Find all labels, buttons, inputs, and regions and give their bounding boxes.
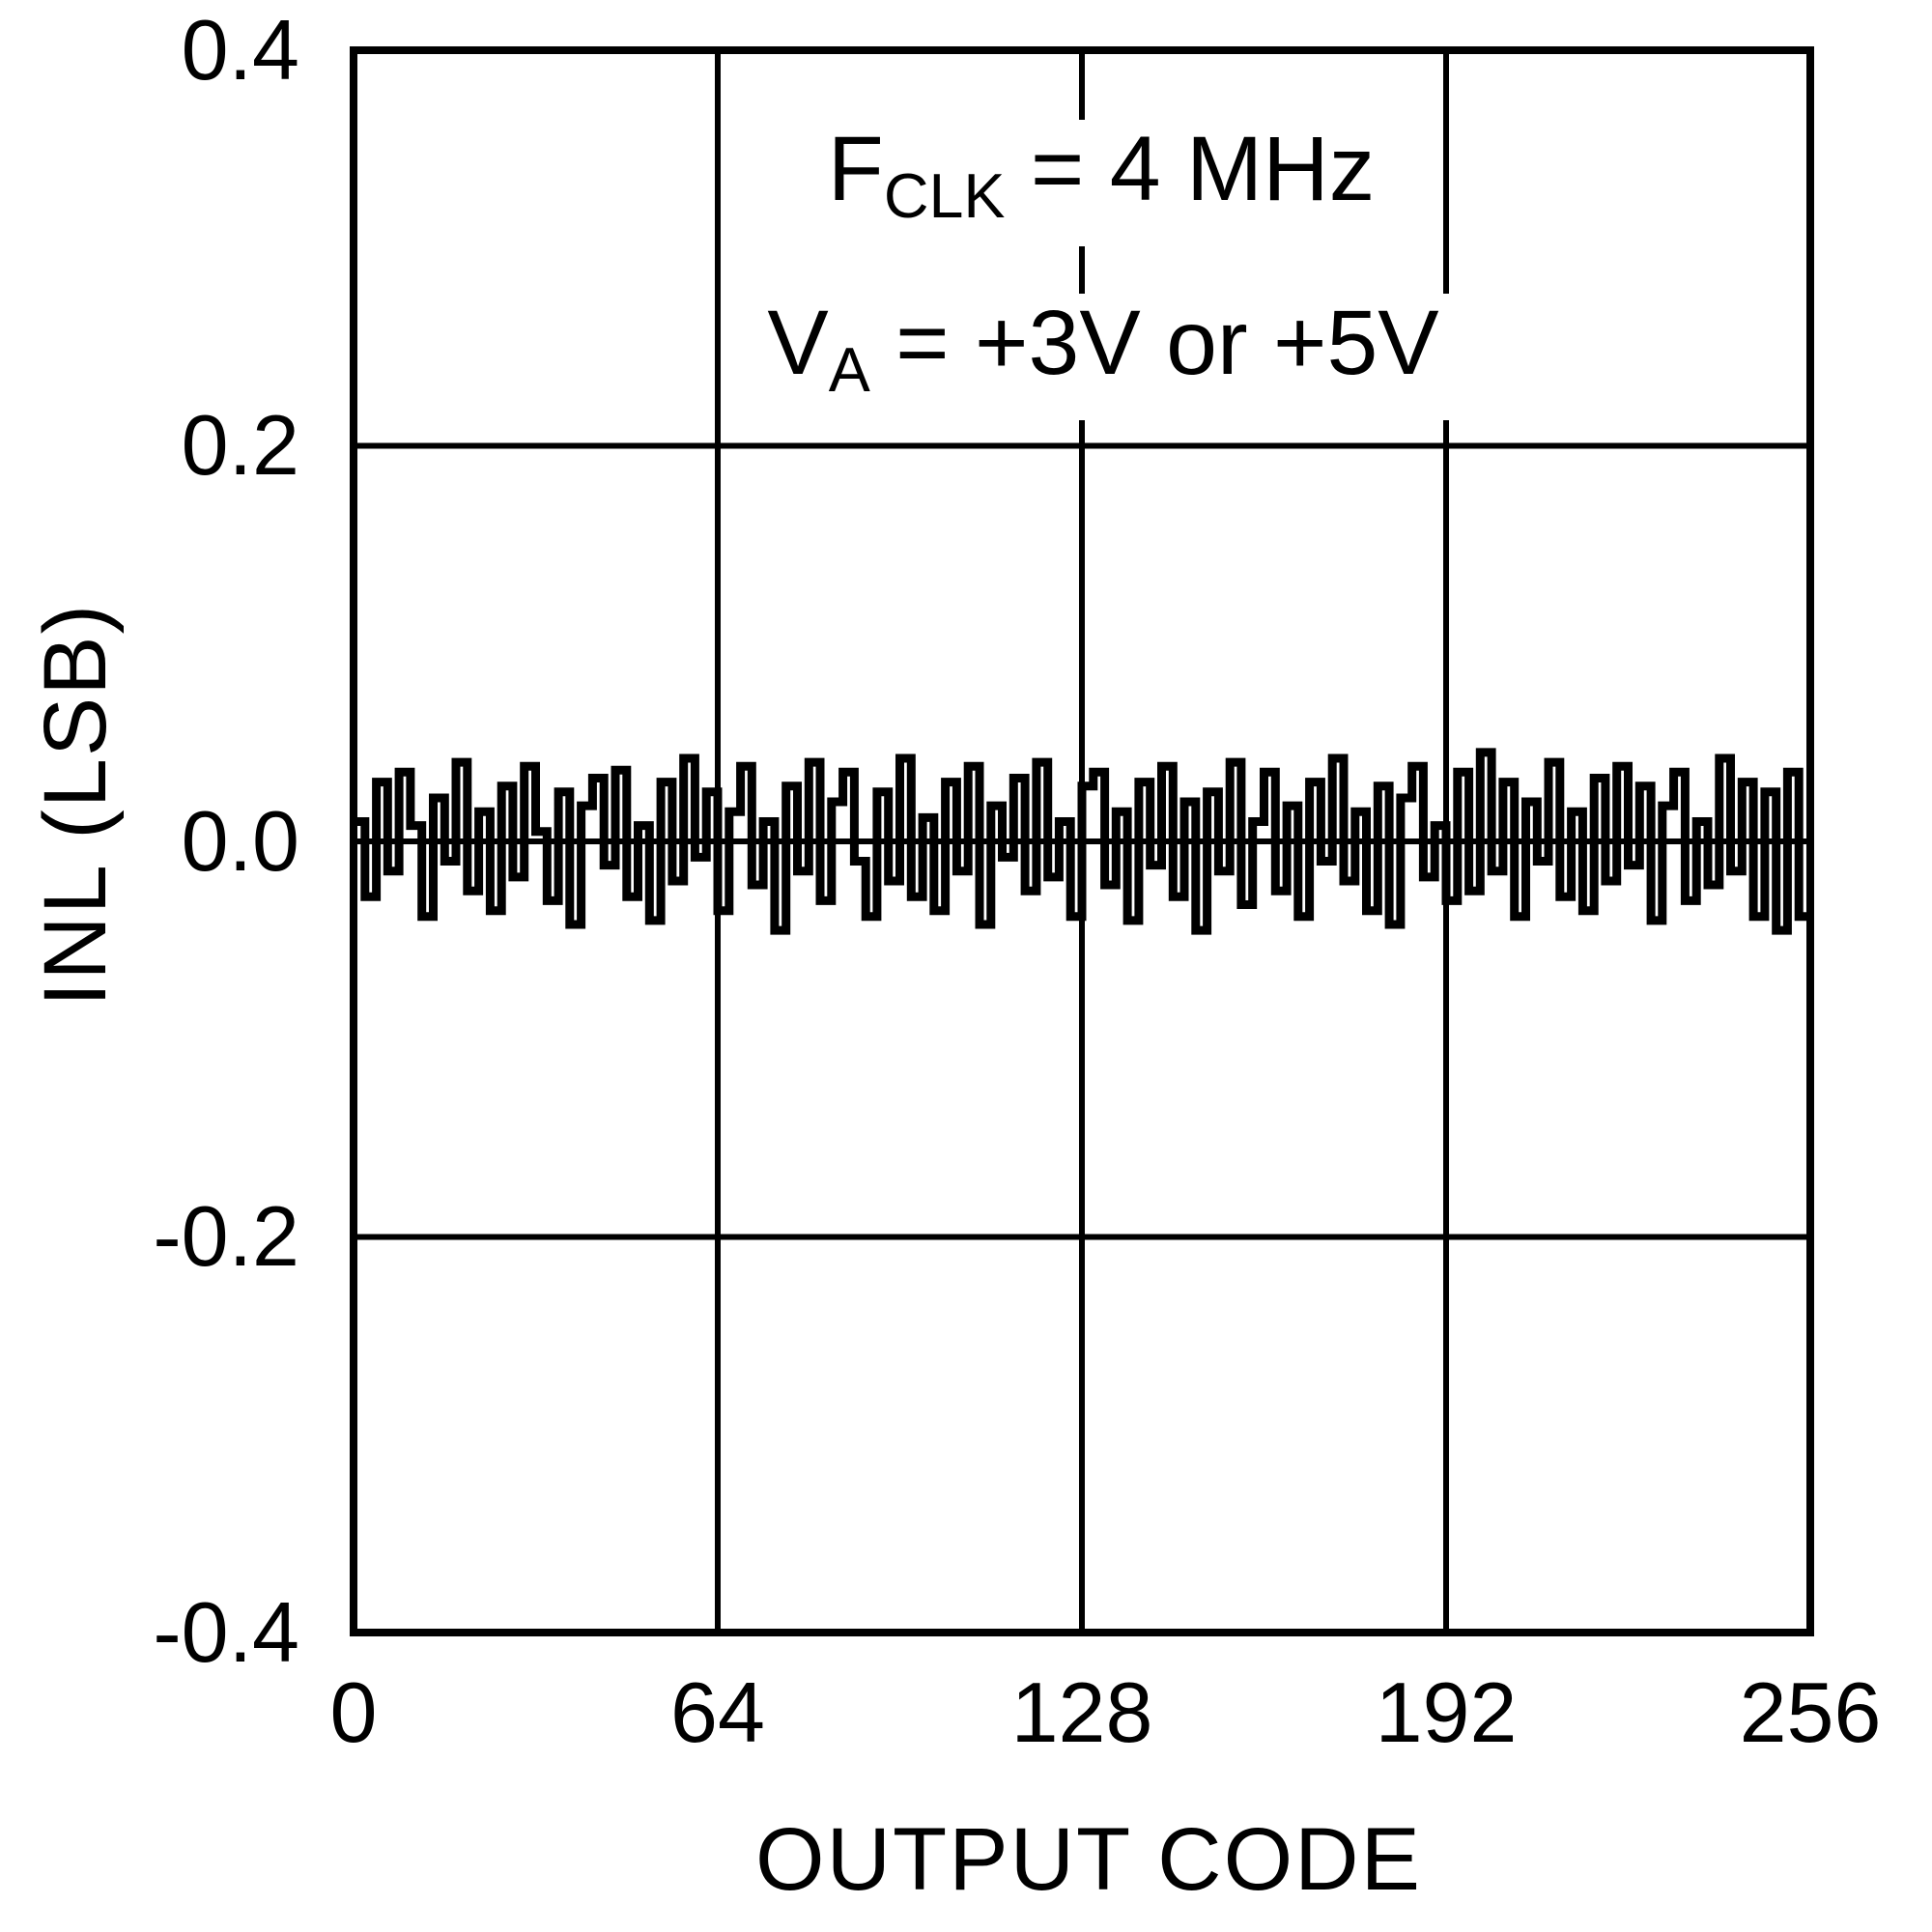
y-axis-title: INL (LSB) xyxy=(26,602,125,1008)
x-tick-label: 256 xyxy=(1739,1664,1882,1760)
x-axis-title: OUTPUT CODE xyxy=(755,1810,1422,1909)
plot-frame xyxy=(350,46,1814,1636)
annotation-line-2: VA = +3V or +5V xyxy=(752,292,1455,421)
x-tick-label: 64 xyxy=(670,1664,765,1760)
annotation-text: = +3V or +5V xyxy=(869,292,1439,394)
annotation-text: = 4 MHz xyxy=(1005,118,1376,220)
annotation-subscript: CLK xyxy=(883,161,1006,232)
y-tick-label: -0.4 xyxy=(153,1584,299,1680)
y-tick-label: 0.2 xyxy=(181,397,299,493)
y-tick-label: 0.4 xyxy=(181,2,299,98)
annotation-subscript: A xyxy=(828,335,870,406)
inl-trace xyxy=(354,748,1810,935)
annotation-symbol: F xyxy=(827,118,884,220)
x-tick-label: 192 xyxy=(1375,1664,1518,1760)
y-tick-label: -0.2 xyxy=(153,1188,299,1284)
y-tick-label: 0.0 xyxy=(181,793,299,889)
x-tick-label: 0 xyxy=(329,1664,378,1760)
annotation-line-1: FCLK = 4 MHz xyxy=(811,118,1391,247)
x-tick-label: 128 xyxy=(1010,1664,1153,1760)
annotation-symbol: V xyxy=(767,292,829,394)
